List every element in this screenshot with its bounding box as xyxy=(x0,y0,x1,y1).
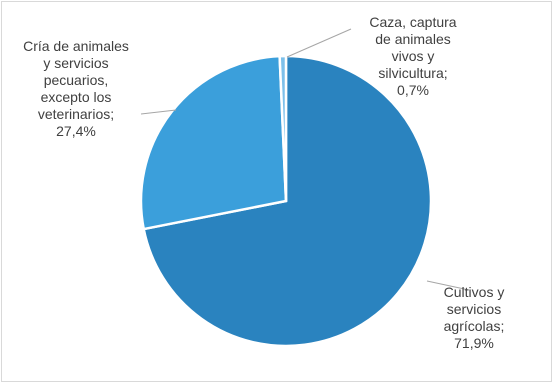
data-label-line: excepto los xyxy=(41,89,112,105)
data-label-line: agrícolas; xyxy=(444,318,505,334)
leader-line xyxy=(140,109,177,115)
data-label-line: Cría de animales xyxy=(23,38,129,54)
leader-lines xyxy=(140,28,470,291)
leader-line xyxy=(426,280,470,291)
pie-slices xyxy=(139,54,433,348)
leader-line xyxy=(286,28,352,58)
data-label-line: Caza, captura xyxy=(369,14,456,30)
pie-slice xyxy=(278,54,288,202)
data-label-line: 71,9% xyxy=(454,335,494,351)
data-label-line: 0,7% xyxy=(397,82,429,98)
data-label-line: Cultivos y xyxy=(444,284,505,300)
data-label: Cultivos y servicios agrícolas; 71,9% xyxy=(444,284,505,351)
data-label: Cría de animales y servicios pecuarios, exc… xyxy=(23,38,129,139)
data-label-line: y servicios xyxy=(43,55,108,71)
pie-slice xyxy=(142,54,433,348)
data-label-line: veterinarios; xyxy=(38,106,114,122)
data-labels: Cultivos y servicios agrícolas; 71,9% Cría d… xyxy=(23,14,504,351)
data-label: Caza, captura de animales vivos y silvicult… xyxy=(369,14,456,98)
data-label-line: servicios xyxy=(447,301,501,317)
data-label-line: vivos y xyxy=(392,48,435,64)
data-label-line: 27,4% xyxy=(56,123,96,139)
data-label-line: pecuarios, xyxy=(44,72,109,88)
pie-slice xyxy=(139,54,288,231)
data-label-line: de animales xyxy=(375,31,451,47)
data-label-line: silvicultura; xyxy=(378,65,447,81)
